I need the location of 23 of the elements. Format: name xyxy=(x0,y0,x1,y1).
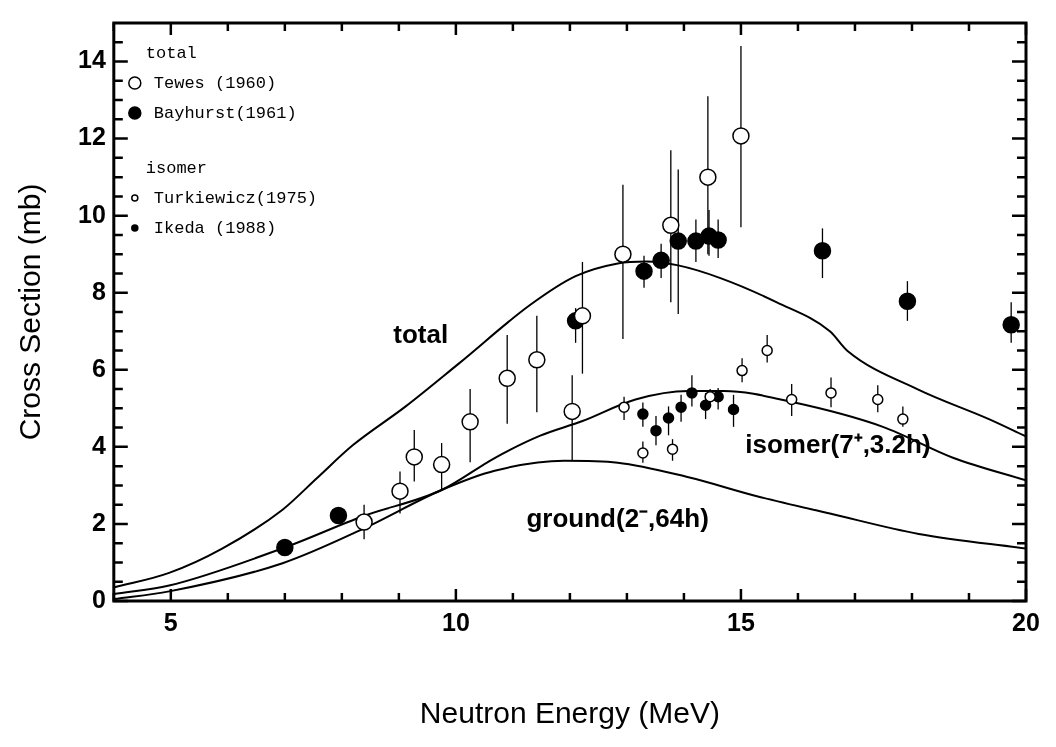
legend-label: Ikeda (1988) xyxy=(153,218,277,238)
x-tick-label: 5 xyxy=(163,607,178,636)
legend-label: Turkiewicz(1975) xyxy=(153,188,318,208)
x-tick-label: 15 xyxy=(727,607,755,636)
annotation: isomer xyxy=(145,158,208,178)
y-tick-label: 10 xyxy=(78,199,106,228)
y-tick-label: 2 xyxy=(91,507,106,536)
x-tick-label: 10 xyxy=(441,607,470,636)
series-label: isomer(7⁺,3.2h) xyxy=(745,429,931,459)
y-tick-label: 12 xyxy=(78,122,106,151)
y-tick-label: 4 xyxy=(91,430,106,459)
annotation: total xyxy=(145,43,197,63)
legend-label: Tewes (1960) xyxy=(153,73,277,93)
legend-label: Bayhurst(1961) xyxy=(153,103,297,123)
y-tick-label: 6 xyxy=(91,353,106,382)
y-tick-label: 8 xyxy=(91,276,106,305)
y-tick-label: 0 xyxy=(91,584,106,613)
y-axis-title: Cross Section (mb) xyxy=(13,183,47,441)
series-label: total xyxy=(393,318,449,349)
series-label: ground(2⁻,64h) xyxy=(526,502,709,533)
x-tick-label: 20 xyxy=(1012,607,1040,636)
y-tick-label: 14 xyxy=(78,45,106,74)
x-axis-title: Neutron Energy (MeV) xyxy=(419,696,720,730)
